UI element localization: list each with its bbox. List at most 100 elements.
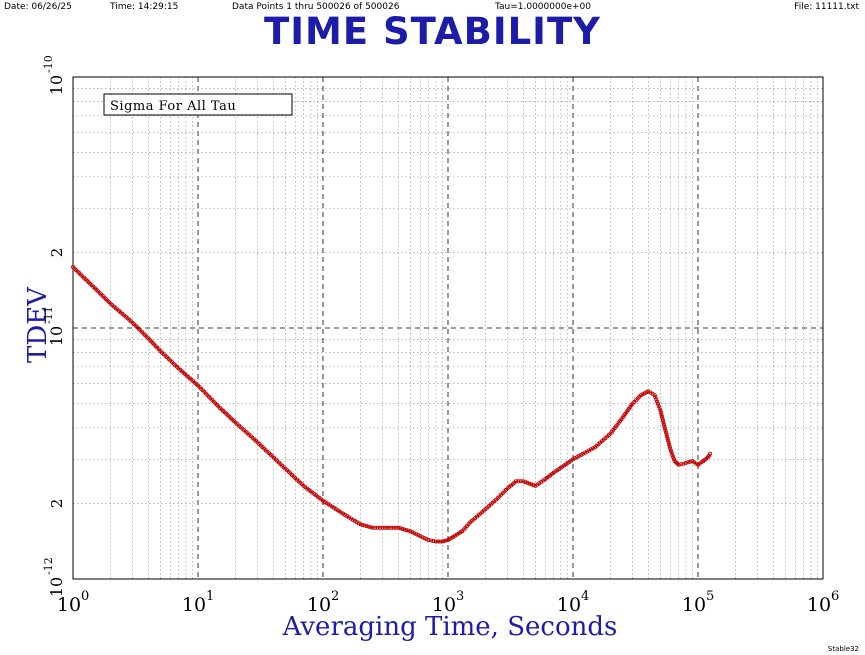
header-tau: Tau=1.0000000e+00 [495, 2, 591, 12]
data-point [173, 363, 178, 368]
x-tick-label: 10 [182, 594, 206, 616]
data-point [447, 536, 452, 541]
data-point [464, 524, 469, 529]
data-point [657, 406, 662, 411]
data-point [548, 473, 553, 478]
data-point [642, 391, 647, 396]
x-axis-label: Averaging Time, Seconds [282, 612, 618, 642]
data-point [155, 345, 160, 350]
data-point [280, 463, 285, 468]
data-point [298, 480, 303, 485]
data-point [305, 486, 310, 491]
data-point [77, 271, 82, 276]
data-point [293, 476, 298, 481]
data-point [666, 438, 671, 443]
data-point [420, 535, 425, 540]
data-point [243, 429, 248, 434]
data-point [619, 417, 624, 422]
header-time: Time: 14:29:15 [110, 2, 179, 12]
data-point [550, 471, 555, 476]
data-point [135, 325, 140, 330]
data-point [440, 539, 445, 544]
data-point [85, 278, 90, 283]
data-point [330, 504, 335, 509]
data-point [606, 432, 611, 437]
data-point [93, 286, 98, 291]
data-point [358, 522, 363, 527]
data-point [230, 417, 235, 422]
data-point [299, 482, 304, 487]
data-point [346, 515, 351, 520]
y-tick-label: 10 [47, 75, 66, 95]
data-point [655, 401, 660, 406]
data-point [235, 422, 240, 427]
data-point [257, 441, 262, 446]
data-point [454, 532, 459, 537]
data-point [516, 479, 521, 484]
data-point [531, 483, 536, 488]
data-point [525, 480, 530, 485]
data-point [206, 394, 211, 399]
data-point [202, 389, 207, 394]
data-point [666, 440, 671, 445]
data-point [670, 452, 675, 457]
data-point [72, 266, 77, 271]
data-point [416, 533, 421, 538]
data-point [544, 475, 549, 480]
data-point [82, 275, 87, 280]
data-point [113, 306, 118, 311]
data-point [663, 426, 668, 431]
data-point [255, 440, 260, 445]
data-point [650, 391, 655, 396]
y-axis-label: TDEV [23, 286, 53, 363]
data-point [391, 525, 396, 530]
data-point [362, 523, 367, 528]
x-tick-exponent: 1 [206, 589, 214, 604]
data-point [380, 525, 385, 530]
data-point [294, 477, 299, 482]
data-point [573, 456, 578, 461]
data-point [313, 493, 318, 498]
data-point [705, 455, 710, 460]
data-point [80, 274, 85, 279]
data-point [270, 454, 275, 459]
data-point [103, 297, 108, 302]
data-point [521, 479, 526, 484]
data-point [271, 455, 276, 460]
data-point [385, 525, 390, 530]
data-point [144, 334, 149, 339]
data-point [676, 462, 681, 467]
data-point [283, 466, 288, 471]
data-point [500, 491, 505, 496]
data-point [219, 407, 224, 412]
data-point [667, 444, 672, 449]
data-point [132, 322, 137, 327]
data-point [663, 428, 668, 433]
data-point [518, 479, 523, 484]
data-point [205, 393, 210, 398]
data-point [514, 479, 519, 484]
data-point [481, 508, 486, 513]
data-point [478, 511, 483, 516]
data-point [120, 311, 125, 316]
data-point [644, 390, 649, 395]
data-point [227, 414, 232, 419]
data-point [178, 367, 183, 372]
data-point [473, 516, 478, 521]
data-point [629, 403, 634, 408]
data-point [301, 483, 306, 488]
data-point [248, 434, 253, 439]
data-point [364, 524, 369, 529]
data-point [661, 420, 666, 425]
data-point [195, 383, 200, 388]
data-point [527, 481, 532, 486]
data-point [603, 436, 608, 441]
data-point [523, 480, 528, 485]
data-point [86, 280, 91, 285]
data-point [166, 356, 171, 361]
data-point [583, 450, 588, 455]
data-point [161, 352, 166, 357]
data-point [393, 525, 398, 530]
data-point [704, 456, 709, 461]
data-point [156, 347, 161, 352]
